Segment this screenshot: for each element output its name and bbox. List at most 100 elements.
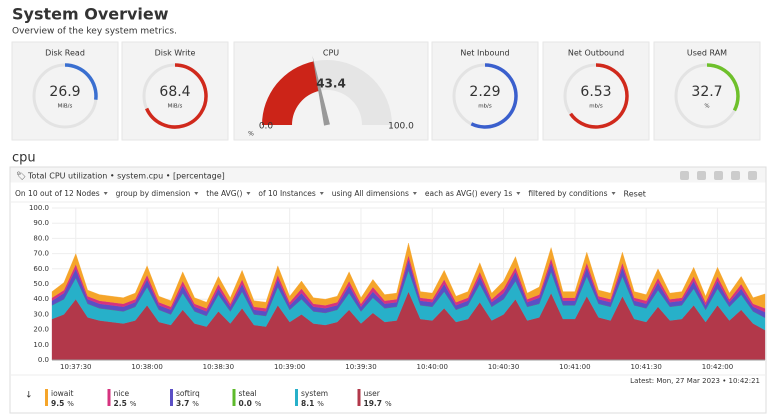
gauge-value: 26.9	[49, 84, 80, 100]
legend-unit: %	[255, 400, 262, 408]
gauge-label: Used RAM	[687, 49, 727, 58]
legend-unit: %	[67, 400, 74, 408]
legend-arrow[interactable]: ↓	[25, 391, 33, 401]
y-tick-label: 60.0	[33, 265, 49, 273]
gauge-unit: %	[704, 104, 709, 110]
legend-unit: %	[317, 400, 324, 408]
gauge-unit: mb/s	[478, 104, 492, 110]
filter-caret	[516, 192, 521, 195]
gauge-label: CPU	[323, 49, 339, 58]
legend-name: system	[301, 389, 328, 398]
legend-swatch	[295, 389, 298, 406]
gauge-unit: %	[248, 131, 254, 138]
legend-unit: %	[192, 400, 199, 408]
filter[interactable]: each as AVG() every 1s	[425, 189, 513, 198]
gauge-label: Net Inbound	[460, 49, 509, 58]
y-tick-label: 100.0	[29, 204, 49, 212]
legend-value: 8.1	[301, 399, 314, 408]
gauge-max: 100.0	[388, 122, 414, 132]
y-tick-label: 30.0	[33, 310, 49, 318]
legend-swatch	[107, 389, 111, 406]
legend-value: 3.7	[176, 399, 189, 408]
gauge-card	[653, 41, 761, 141]
gauge-arc	[706, 63, 740, 112]
filter[interactable]: On 10 out of 12 Nodes	[15, 189, 100, 198]
y-tick-label: 90.0	[33, 219, 49, 227]
filter[interactable]: of 10 Instances	[258, 189, 315, 198]
tool-icon[interactable]	[731, 171, 740, 180]
legend-value: 0.0	[239, 399, 252, 408]
chart-title: Total CPU utilization • system.cpu • [pe…	[27, 172, 225, 181]
y-tick-label: 10.0	[33, 341, 49, 349]
gauge-unit: MiB/s	[168, 104, 183, 110]
latest-time: Latest: Mon, 27 Mar 2023 • 10:42:21	[630, 377, 760, 385]
gauge-label: Net Outbound	[568, 49, 624, 58]
filter-caret	[103, 192, 108, 195]
gauge-arc	[145, 63, 208, 129]
x-tick-label: 10:39:00	[274, 363, 305, 371]
gauge-value: 6.53	[580, 84, 611, 100]
area	[51, 242, 766, 309]
x-tick-label: 10:38:30	[203, 363, 234, 371]
legend-swatch	[45, 389, 48, 406]
gauge-arc	[470, 63, 518, 129]
gauge-card	[121, 41, 229, 141]
filter-caret	[319, 192, 324, 195]
filter[interactable]: the AVG()	[206, 189, 242, 198]
x-tick-label: 10:41:30	[630, 363, 661, 371]
tool-icon[interactable]	[680, 171, 689, 180]
legend-name: iowait	[51, 389, 73, 398]
gauge-unit: mb/s	[589, 104, 603, 110]
y-tick-label: 80.0	[33, 234, 49, 242]
reset-button[interactable]: Reset	[624, 190, 646, 199]
gauge-card	[11, 41, 119, 141]
x-tick-label: 10:38:00	[131, 363, 162, 371]
x-tick-label: 10:39:30	[345, 363, 376, 371]
gauge-fill	[262, 61, 320, 125]
legend-value: 2.5	[114, 399, 127, 408]
legend-name: nice	[114, 389, 130, 398]
chart-header	[10, 167, 766, 183]
x-tick-label: 10:40:30	[488, 363, 519, 371]
legend-name: user	[364, 389, 381, 398]
gauge-label: Disk Write	[155, 49, 196, 58]
gauge-value: 68.4	[159, 84, 190, 100]
page-title: System Overview	[12, 5, 169, 24]
chart-icon: 🏷	[16, 172, 26, 181]
tool-icon[interactable]	[714, 171, 723, 180]
legend-unit: %	[385, 400, 392, 408]
legend-swatch	[170, 389, 173, 406]
tool-icon[interactable]	[697, 171, 706, 180]
y-tick-label: 0.0	[38, 356, 49, 364]
gauge-card	[431, 41, 539, 141]
gauge-value: 32.7	[691, 84, 722, 100]
filter-caret	[611, 192, 616, 195]
filter[interactable]: group by dimension	[116, 189, 191, 198]
x-tick-label: 10:42:00	[702, 363, 733, 371]
legend-name: softirq	[176, 389, 200, 398]
gauge-unit: MiB/s	[58, 104, 73, 110]
y-tick-label: 40.0	[33, 295, 49, 303]
gauge-value: 43.4	[316, 77, 346, 91]
filter[interactable]: filtered by conditions	[528, 189, 607, 198]
filter[interactable]: using All dimensions	[332, 189, 409, 198]
gauge-card	[542, 41, 650, 141]
chart-tools[interactable]	[680, 171, 757, 180]
x-tick-label: 10:41:00	[559, 363, 590, 371]
gauge-value: 2.29	[469, 84, 500, 100]
y-tick-label: 50.0	[33, 280, 49, 288]
page-subtitle: Overview of the key system metrics.	[12, 27, 177, 37]
gauge-arc	[569, 63, 629, 129]
x-tick-label: 10:37:30	[60, 363, 91, 371]
legend-unit: %	[130, 400, 137, 408]
gauge-label: Disk Read	[45, 49, 85, 58]
gauge-min: 0.0	[259, 122, 274, 132]
filter-caret	[194, 192, 199, 195]
y-tick-label: 70.0	[33, 250, 49, 258]
tool-icon[interactable]	[748, 171, 757, 180]
legend-swatch	[357, 389, 361, 406]
legend-value: 19.7	[364, 399, 383, 408]
y-tick-label: 20.0	[33, 326, 49, 334]
legend-value: 9.5	[51, 399, 64, 408]
